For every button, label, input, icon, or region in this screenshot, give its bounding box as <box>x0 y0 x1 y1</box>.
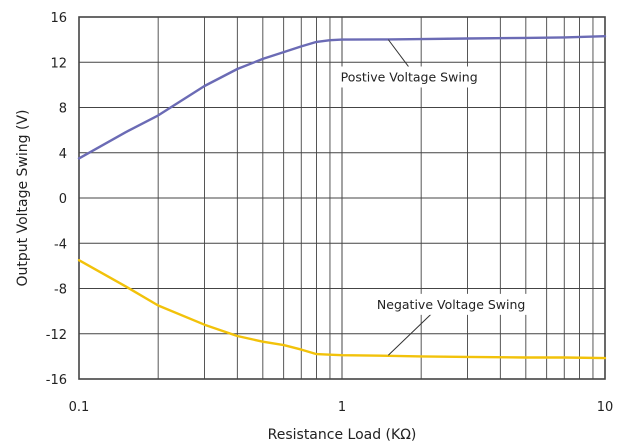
series-line-0 <box>77 35 607 160</box>
y-tick-label: -12 <box>46 328 67 343</box>
y-tick-label: -8 <box>54 283 67 298</box>
y-tick-label: -4 <box>54 237 67 252</box>
plot-frame <box>78 16 606 380</box>
annotations: Postive Voltage Swing Negative Voltage Sw… <box>330 39 534 356</box>
annotation-background <box>330 66 488 88</box>
y-tick-label: 12 <box>50 56 67 71</box>
y-axis-title: Output Voltage Swing (V) <box>15 110 31 287</box>
y-tick-label: 4 <box>59 147 67 162</box>
y-tick-label: -16 <box>46 373 67 388</box>
annotation-background <box>369 293 534 315</box>
y-tick-label: 0 <box>59 192 67 207</box>
x-tick-label: 0.1 <box>69 400 90 415</box>
y-tick-label: 8 <box>59 102 67 117</box>
tick-labels: -16 -12 -8 -4 0 4 8 12 16 0.1 1 10 <box>46 11 614 415</box>
annotation-label: Postive Voltage Swing <box>341 69 478 84</box>
x-tick-label: 1 <box>338 400 346 415</box>
series-line-1 <box>77 259 607 360</box>
annotation-label: Negative Voltage Swing <box>377 297 525 312</box>
x-axis-title: Resistance Load (KΩ) <box>268 427 417 443</box>
x-tick-label: 10 <box>597 400 614 415</box>
series-layer <box>77 35 607 360</box>
annotation-leader-line <box>387 39 410 68</box>
y-tick-label: 16 <box>50 11 67 26</box>
